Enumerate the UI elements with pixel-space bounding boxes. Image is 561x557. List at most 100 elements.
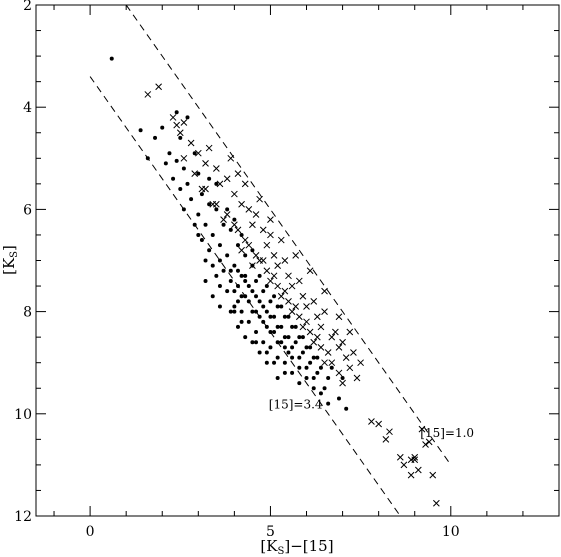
y-tick-label: 12 (14, 509, 32, 525)
cross-marker (227, 154, 235, 162)
cross-marker (169, 114, 177, 121)
cross-marker (292, 303, 300, 310)
dot-marker (300, 335, 305, 340)
dot-marker (311, 355, 316, 360)
cross-marker (425, 438, 433, 446)
dot-marker (181, 166, 186, 171)
dashed-boundary-line (125, 5, 452, 466)
dot-marker (210, 294, 215, 299)
dot-marker (192, 151, 197, 156)
dot-marker (275, 340, 280, 345)
dot-marker (261, 289, 266, 294)
x-tick-label: 5 (266, 524, 275, 540)
dot-marker (279, 340, 284, 345)
dot-marker (203, 258, 208, 263)
cross-marker (418, 425, 426, 433)
cross-marker (335, 369, 343, 377)
cross-marker (411, 456, 419, 464)
dot-marker (181, 207, 186, 212)
dot-marker (254, 340, 259, 345)
dot-marker (232, 263, 237, 268)
cross-marker (317, 344, 325, 351)
cross-marker (324, 349, 332, 356)
cross-marker (310, 298, 318, 305)
cross-marker (357, 359, 364, 367)
dot-marker (243, 294, 248, 299)
dot-marker (225, 253, 230, 258)
dot-marker (257, 314, 262, 319)
dot-marker (318, 391, 323, 396)
cross-marker (212, 165, 220, 172)
cross-marker (288, 282, 296, 290)
line-annotation-label: [15]=1.0 (420, 426, 474, 440)
cross-marker (238, 246, 245, 254)
cross-marker (375, 420, 383, 428)
dot-marker (235, 299, 240, 304)
dot-marker (160, 125, 165, 130)
cross-marker (231, 221, 238, 229)
dot-marker (167, 151, 172, 156)
cross-marker (303, 318, 310, 326)
cross-marker (422, 441, 429, 448)
cross-marker (194, 149, 202, 157)
dot-marker (326, 376, 331, 381)
dot-marker (246, 319, 251, 324)
cross-marker (270, 252, 278, 259)
dot-marker (163, 161, 168, 166)
dot-marker (199, 238, 204, 243)
y-tick-label: 4 (23, 100, 32, 116)
cross-marker (317, 323, 325, 331)
dot-marker (217, 304, 222, 309)
cross-marker (353, 374, 361, 382)
cross-marker (303, 303, 310, 310)
dot-marker (286, 335, 291, 340)
dot-marker (286, 314, 291, 319)
cross-marker (245, 206, 253, 213)
dot-marker (171, 176, 176, 181)
dot-marker (318, 365, 323, 370)
dot-marker (268, 299, 273, 304)
cross-marker (433, 499, 440, 507)
cross-marker (295, 277, 303, 285)
cross-marker (350, 349, 357, 356)
dot-marker (326, 401, 331, 406)
cross-marker (313, 333, 321, 341)
dot-marker (297, 365, 302, 370)
dot-marker (221, 222, 226, 227)
dot-marker (304, 345, 309, 350)
dot-marker (250, 309, 255, 314)
dot-marker (235, 284, 240, 289)
dot-marker (174, 158, 179, 163)
cross-marker (310, 338, 318, 346)
dot-marker (228, 278, 233, 283)
dot-marker (300, 350, 305, 355)
dot-marker (268, 330, 273, 335)
dot-marker (239, 309, 244, 314)
cross-marker (328, 359, 336, 367)
cross-marker (411, 453, 419, 461)
dot-marker (225, 289, 230, 294)
dot-marker (196, 212, 201, 217)
dot-marker (282, 314, 287, 319)
dot-marker (196, 232, 201, 237)
dot-marker (268, 314, 273, 319)
cross-marker (281, 287, 289, 295)
dot-marker (311, 386, 316, 391)
dot-marker (246, 299, 251, 304)
cross-marker (288, 308, 296, 315)
cross-marker (267, 216, 274, 223)
dot-marker (138, 128, 143, 133)
dot-marker (272, 360, 277, 365)
dot-marker (315, 355, 320, 360)
x-tick-label: 10 (442, 524, 460, 540)
dot-marker (275, 324, 280, 329)
cross-marker (187, 139, 195, 147)
dot-marker (264, 360, 269, 365)
axis-ticks (36, 4, 560, 517)
dot-marker (279, 304, 284, 309)
cross-marker (313, 313, 321, 321)
cross-marker (306, 328, 314, 336)
cross-marker (223, 175, 231, 183)
dot-marker (174, 110, 179, 115)
